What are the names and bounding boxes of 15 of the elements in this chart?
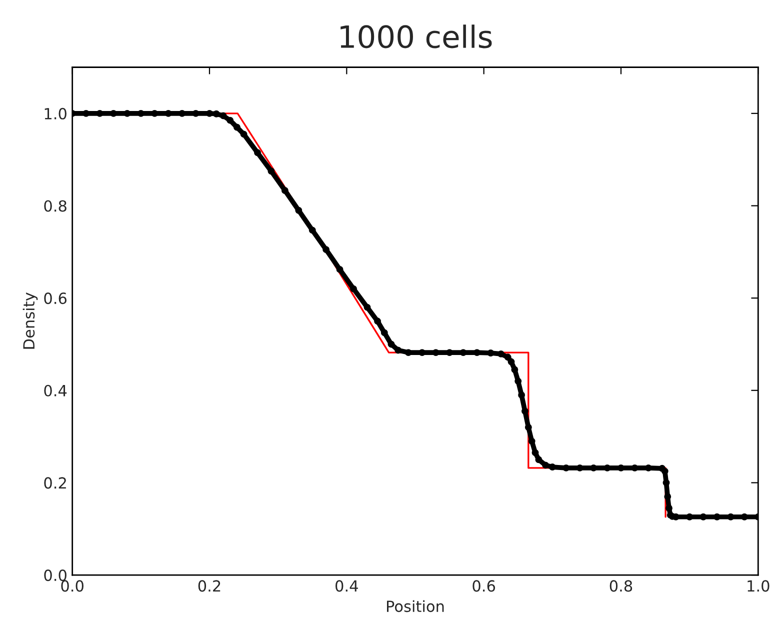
y-tick-label: 0.4 [44,384,67,396]
y-tick-label: 0.2 [44,477,66,489]
x-tick-label: 0.8 [610,580,632,592]
x-axis-title: Position [387,600,444,612]
y-tick-label: 1.0 [44,108,66,120]
y-tick-label: 0.8 [44,200,66,212]
y-tick-label: 0.0 [44,570,66,582]
x-tick-label: 0.0 [61,580,84,592]
y-tick-label: 0.6 [44,292,67,304]
chart-title: 1000 cells [340,24,492,48]
x-tick-label: 0.2 [198,580,220,592]
x-tick-label: 1.0 [748,580,770,592]
x-tick-label: 0.4 [336,580,358,592]
x-tick-label: 0.6 [472,580,496,592]
y-axis-title: Density [22,292,38,349]
